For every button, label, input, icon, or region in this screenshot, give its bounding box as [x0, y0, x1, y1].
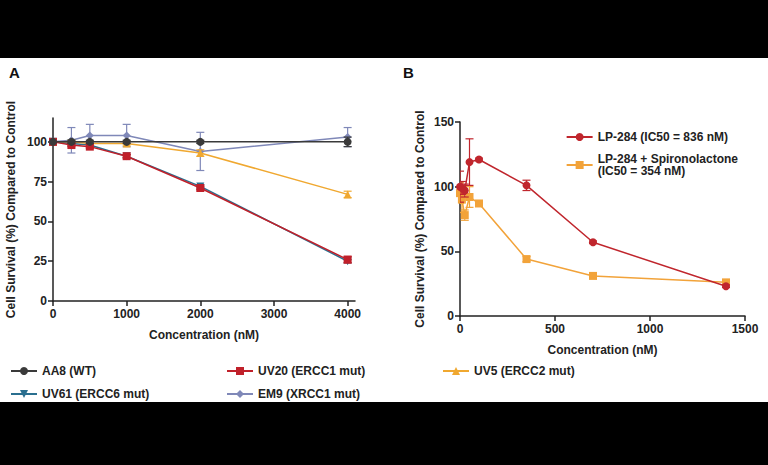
svg-text:500: 500	[545, 322, 565, 336]
svg-text:100: 100	[434, 180, 454, 194]
svg-text:Concentration (nM): Concentration (nM)	[149, 328, 259, 342]
svg-text:2000: 2000	[187, 307, 214, 321]
svg-text:Concentration (nM): Concentration (nM)	[548, 343, 658, 357]
svg-text:150: 150	[434, 115, 454, 129]
svg-text:3000: 3000	[261, 307, 288, 321]
svg-text:0: 0	[40, 294, 47, 308]
svg-text:25: 25	[34, 254, 48, 268]
svg-text:EM9 (XRCC1 mut): EM9 (XRCC1 mut)	[258, 387, 360, 401]
svg-text:B: B	[403, 64, 414, 81]
svg-text:UV5 (ERCC2 mut): UV5 (ERCC2 mut)	[474, 364, 575, 378]
svg-text:Cell Survival (%) Compared to: Cell Survival (%) Compared to Control	[413, 110, 427, 327]
svg-text:1000: 1000	[113, 307, 140, 321]
svg-text:0: 0	[447, 309, 454, 323]
svg-text:100: 100	[27, 135, 47, 149]
svg-text:0: 0	[457, 322, 464, 336]
svg-text:UV20 (ERCC1 mut): UV20 (ERCC1 mut)	[258, 364, 365, 378]
svg-text:0: 0	[50, 307, 57, 321]
svg-text:4000: 4000	[334, 307, 361, 321]
svg-text:50: 50	[34, 214, 48, 228]
svg-text:(IC50 = 354 nM): (IC50 = 354 nM)	[598, 164, 686, 178]
svg-text:1000: 1000	[637, 322, 664, 336]
svg-text:LP-284 + Spironolactone: LP-284 + Spironolactone	[597, 152, 738, 166]
svg-text:AA8 (WT): AA8 (WT)	[42, 364, 96, 378]
svg-text:LP-284 (IC50 = 836 nM): LP-284 (IC50 = 836 nM)	[598, 130, 728, 144]
svg-text:1500: 1500	[732, 322, 759, 336]
svg-text:Cell Survival (%) Compared to: Cell Survival (%) Compared to Control	[4, 101, 18, 318]
svg-text:75: 75	[34, 175, 48, 189]
svg-text:UV61 (ERCC6 mut): UV61 (ERCC6 mut)	[42, 387, 149, 401]
svg-text:A: A	[9, 64, 20, 81]
svg-text:50: 50	[441, 244, 455, 258]
